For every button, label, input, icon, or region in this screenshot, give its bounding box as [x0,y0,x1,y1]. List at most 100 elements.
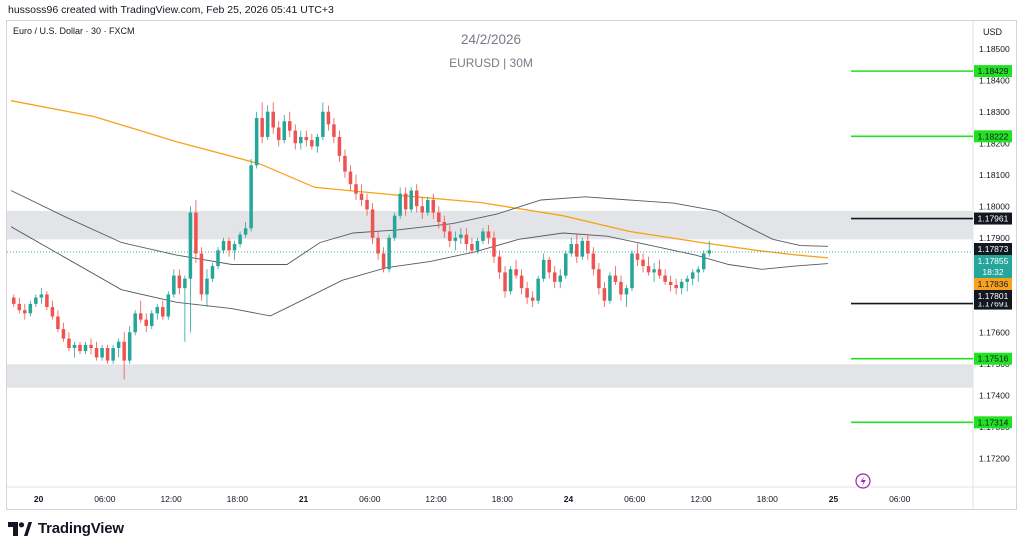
candle-body [122,341,126,361]
alert-icon[interactable] [855,473,871,489]
candle [437,206,441,229]
candle [116,338,121,358]
candle-body [23,310,27,314]
candle [199,247,204,301]
candle [343,149,347,178]
candle [597,262,601,295]
candle-body [227,240,231,251]
candle-body [414,190,419,207]
candle [624,285,629,308]
candle [205,269,209,308]
series-line-0 [10,100,829,259]
candle [72,341,77,358]
candle-body [470,244,474,251]
level-1.17314[interactable]: 1.17314 [851,416,1012,429]
candle [630,250,634,292]
candle-body [205,278,209,295]
candle [133,310,137,336]
chart-frame[interactable]: 1.18500 1.18400 1.18300 1.18200 1.18100 1.180… [6,20,1017,510]
brand-name: TradingView [38,520,124,537]
candle [227,237,231,257]
candle-body [398,193,402,216]
candle-body [586,240,590,254]
y-tick-label: 1.18300 [979,107,1010,117]
candle [304,130,309,147]
candle-body [437,212,441,222]
candle [332,118,336,144]
candle-body [172,275,176,295]
x-tick-label: 06:00 [889,494,911,504]
candle [12,294,16,308]
candle [260,102,264,144]
level-tag-label: 1.18222 [978,131,1009,141]
candle [420,196,424,219]
candle [365,193,369,216]
candle [696,266,700,282]
candle [470,237,474,254]
level-1.17961[interactable]: 1.17961 [851,212,1012,225]
candle-body [387,237,391,270]
candle [619,275,623,301]
candle [663,269,667,285]
candle [326,105,331,131]
price-chart[interactable]: 1.18500 1.18400 1.18300 1.18200 1.18100 1.180… [7,21,1016,509]
candle-body [116,341,121,348]
y-tick-label: 1.17900 [979,233,1010,243]
candle [321,102,325,141]
price-tag-bg [974,278,1012,290]
candle [23,303,27,320]
candle-body [448,231,452,241]
candle-body [668,281,673,285]
candle-body [503,272,507,292]
candle [50,300,55,320]
candle-body [591,253,596,270]
candle-body [50,307,55,317]
candle-body [514,269,518,276]
candles [12,102,712,380]
candle [232,240,237,260]
candle-body [475,240,480,251]
candle-body [265,111,270,137]
indicator-lines [10,100,829,317]
candle-body [381,253,386,270]
level-1.17516[interactable]: 1.17516 [851,352,1012,365]
candle-body [679,281,684,289]
candle [310,133,314,150]
candle-body [552,272,557,282]
level-tag-bg [974,130,1012,143]
candle [602,281,607,308]
candle [635,244,640,267]
candle-body [564,253,568,276]
candle [541,253,546,282]
candle-body [89,344,93,348]
candle-body [150,313,154,326]
candle-body [194,212,198,254]
y-tick-label: 1.18500 [979,44,1010,54]
level-1.18429[interactable]: 1.18429 [851,65,1012,78]
candle [575,234,579,263]
candle-body [508,269,513,292]
candle-body [72,344,77,348]
candle-body [635,253,640,260]
candle-body [161,307,165,317]
candle-body [94,348,99,358]
candle-body [243,228,248,235]
candle-body [271,111,275,128]
candle [276,121,281,147]
level-1.18222[interactable]: 1.18222 [851,130,1012,143]
candle-body [288,121,292,131]
candle [608,272,612,304]
currency-label: USD [983,27,1003,37]
x-tick-label: 18:00 [227,494,249,504]
candle [646,256,651,276]
candle [354,174,358,200]
candle [315,133,320,153]
candle [83,341,88,355]
price-tag: 18:32 [974,266,1012,278]
candle-body [111,348,115,361]
candle [403,187,408,216]
candle [78,341,82,355]
candle [370,203,375,245]
level-tag-label: 1.17961 [978,214,1009,224]
y-tick-label: 1.18000 [979,201,1010,211]
